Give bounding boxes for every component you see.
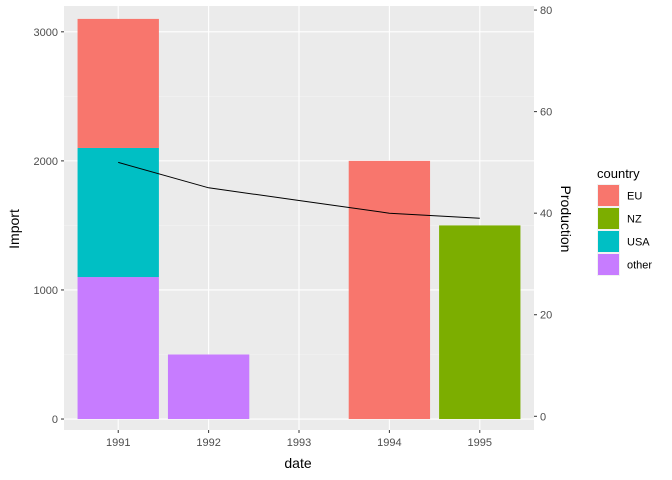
bar-eu-1994 (348, 160, 431, 420)
production-line (118, 161, 480, 219)
right-axis: 0 20 40 60 80 (534, 5, 552, 423)
legend-key-other (598, 254, 619, 275)
y2-tick-label: 60 (540, 107, 552, 119)
legend-key-nz (598, 208, 619, 229)
x-tick-label: 1993 (287, 437, 311, 449)
y-tick-label: 2000 (34, 156, 58, 168)
bar-usa-1991 (77, 147, 159, 278)
bar-eu-1991 (77, 18, 159, 148)
bar-other-1991 (77, 277, 159, 420)
bar-nz-1995 (439, 225, 521, 420)
x-tick-label: 1994 (377, 437, 401, 449)
legend-label-eu: EU (627, 191, 642, 203)
y2-axis-title: Production (558, 186, 574, 253)
x-tick-label: 1991 (106, 437, 130, 449)
legend-key-usa (598, 231, 619, 252)
y-axis-title: Import (6, 209, 22, 249)
x-tick-label: 1992 (196, 437, 220, 449)
legend-key-eu (598, 185, 619, 206)
bar-other-1992 (167, 354, 250, 420)
y2-tick-label: 20 (540, 310, 552, 322)
legend-label-usa: USA (627, 237, 650, 249)
legend: country EU NZ USA other (597, 166, 652, 276)
y-tick-label: 3000 (34, 27, 58, 39)
x-axis: 1991 1992 1993 1994 1995 (106, 430, 492, 449)
left-axis: 0 1000 2000 3000 (34, 27, 64, 426)
bars (77, 18, 521, 420)
x-tick-label: 1995 (468, 437, 492, 449)
y2-tick-label: 80 (540, 5, 552, 17)
legend-label-nz: NZ (627, 214, 642, 226)
y2-tick-label: 0 (540, 411, 546, 423)
y-tick-label: 1000 (34, 285, 58, 297)
x-axis-title: date (284, 455, 311, 471)
y-tick-label: 0 (52, 414, 58, 426)
production-line-layer (118, 161, 480, 219)
legend-label-other: other (627, 260, 652, 272)
legend-title: country (597, 166, 640, 181)
y2-tick-label: 40 (540, 208, 552, 220)
